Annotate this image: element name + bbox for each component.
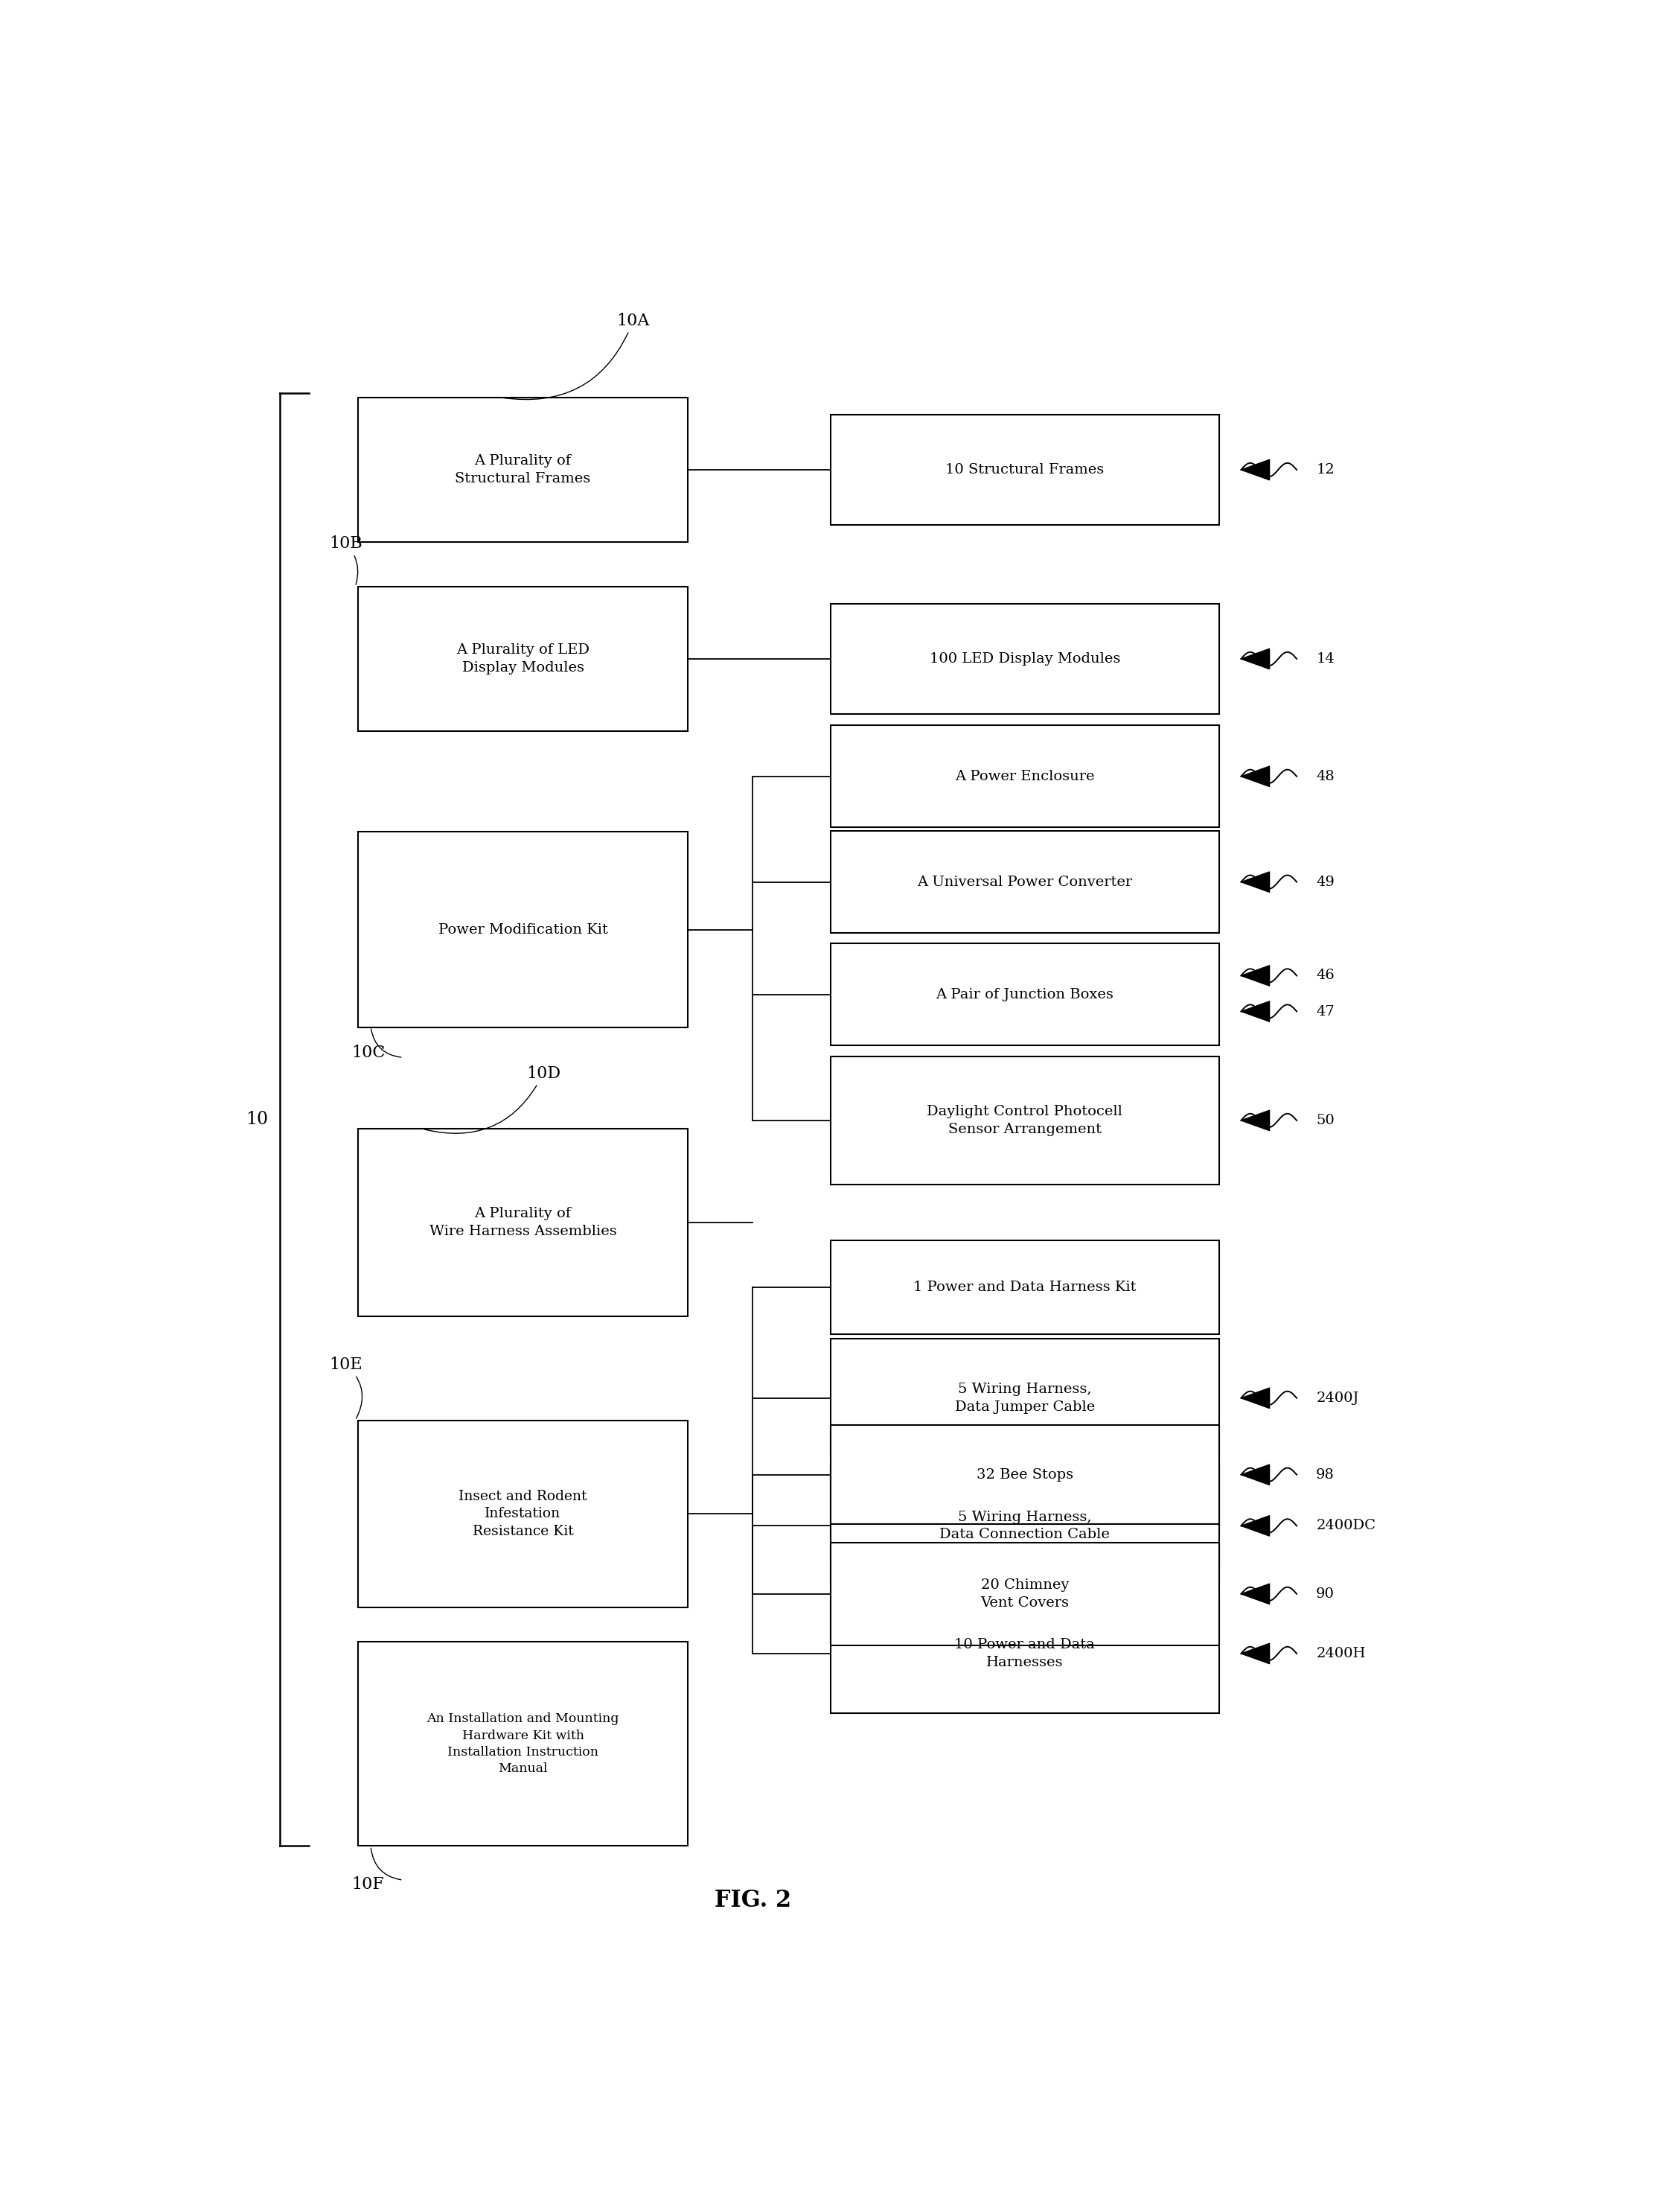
Bar — [830, 726, 1220, 827]
Bar — [830, 1241, 1220, 1334]
Text: 98: 98 — [1317, 1469, 1335, 1482]
Text: A Plurality of LED
Display Modules: A Plurality of LED Display Modules — [456, 644, 590, 675]
Text: 5 Wiring Harness,
Data Connection Cable: 5 Wiring Harness, Data Connection Cable — [939, 1511, 1110, 1542]
Bar — [358, 1128, 688, 1316]
Text: 100 LED Display Modules: 100 LED Display Modules — [929, 653, 1120, 666]
Text: Daylight Control Photocell
Sensor Arrangement: Daylight Control Photocell Sensor Arrang… — [927, 1106, 1123, 1137]
Text: 50: 50 — [1317, 1115, 1335, 1128]
Text: 49: 49 — [1317, 876, 1335, 889]
Text: A Universal Power Converter: A Universal Power Converter — [917, 876, 1133, 889]
Polygon shape — [1242, 1110, 1270, 1130]
Text: 46: 46 — [1317, 969, 1335, 982]
Text: 2400DC: 2400DC — [1317, 1520, 1375, 1533]
Polygon shape — [1242, 1515, 1270, 1535]
Bar — [830, 832, 1220, 933]
Polygon shape — [1242, 648, 1270, 668]
Bar — [830, 1544, 1220, 1646]
Text: A Plurality of
Structural Frames: A Plurality of Structural Frames — [455, 453, 592, 484]
Polygon shape — [1242, 964, 1270, 987]
Bar — [358, 1420, 688, 1608]
Polygon shape — [1242, 1387, 1270, 1409]
Text: 10 Power and Data
Harnesses: 10 Power and Data Harnesses — [954, 1639, 1095, 1670]
Polygon shape — [1242, 1002, 1270, 1022]
Text: 10 Structural Frames: 10 Structural Frames — [946, 462, 1105, 476]
Text: 48: 48 — [1317, 770, 1335, 783]
Text: Insect and Rodent
Infestation
Resistance Kit: Insect and Rodent Infestation Resistance… — [460, 1489, 587, 1537]
Bar — [358, 398, 688, 542]
Bar — [830, 414, 1220, 524]
Text: 5 Wiring Harness,
Data Jumper Cable: 5 Wiring Harness, Data Jumper Cable — [954, 1382, 1095, 1413]
Polygon shape — [1242, 872, 1270, 891]
Text: 1 Power and Data Harness Kit: 1 Power and Data Harness Kit — [914, 1281, 1136, 1294]
Polygon shape — [1242, 1464, 1270, 1484]
Text: A Power Enclosure: A Power Enclosure — [954, 770, 1095, 783]
Text: 90: 90 — [1317, 1588, 1335, 1601]
Bar — [830, 1595, 1220, 1712]
Bar — [830, 604, 1220, 714]
Bar — [830, 1057, 1220, 1183]
Text: 10D: 10D — [424, 1066, 560, 1133]
Bar — [358, 586, 688, 732]
Polygon shape — [1242, 1644, 1270, 1663]
Text: FIG. 2: FIG. 2 — [715, 1889, 790, 1911]
Text: 32 Bee Stops: 32 Bee Stops — [976, 1469, 1073, 1482]
Polygon shape — [1242, 765, 1270, 787]
Text: 14: 14 — [1317, 653, 1335, 666]
Text: 20 Chimney
Vent Covers: 20 Chimney Vent Covers — [981, 1579, 1069, 1610]
Bar — [830, 942, 1220, 1046]
Text: 2400J: 2400J — [1317, 1391, 1359, 1405]
Bar — [830, 1338, 1220, 1458]
Text: 2400H: 2400H — [1317, 1648, 1365, 1661]
Text: A Plurality of
Wire Harness Assemblies: A Plurality of Wire Harness Assemblies — [429, 1208, 617, 1239]
Text: 10: 10 — [246, 1110, 267, 1128]
Polygon shape — [1242, 460, 1270, 480]
Text: 10C: 10C — [351, 1044, 384, 1062]
Bar — [358, 832, 688, 1029]
Text: 47: 47 — [1317, 1004, 1335, 1018]
Bar — [830, 1467, 1220, 1586]
Text: Power Modification Kit: Power Modification Kit — [438, 922, 608, 936]
Polygon shape — [1242, 1584, 1270, 1604]
Text: 10B: 10B — [329, 535, 363, 584]
Bar — [830, 1462, 1220, 1566]
Bar — [358, 1641, 688, 1847]
Text: 10E: 10E — [329, 1356, 363, 1418]
Text: 10F: 10F — [351, 1876, 384, 1891]
Bar — [830, 1425, 1220, 1524]
Text: An Installation and Mounting
Hardware Kit with
Installation Instruction
Manual: An Installation and Mounting Hardware Ki… — [426, 1712, 620, 1774]
Text: 12: 12 — [1317, 462, 1335, 476]
Text: 10A: 10A — [503, 312, 650, 400]
Text: A Pair of Junction Boxes: A Pair of Junction Boxes — [936, 989, 1113, 1002]
